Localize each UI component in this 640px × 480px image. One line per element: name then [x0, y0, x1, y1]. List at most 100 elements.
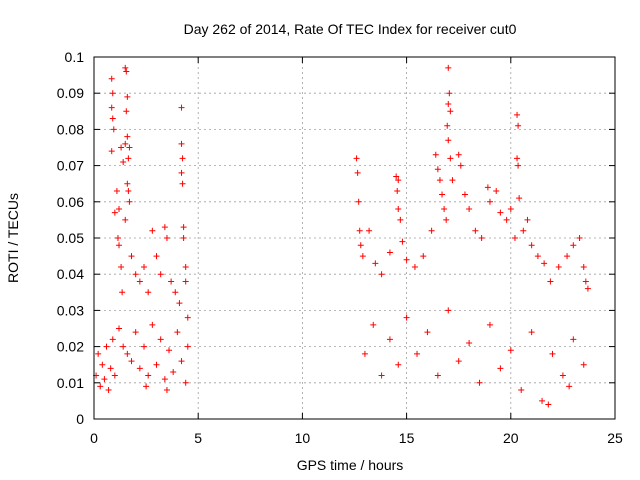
- y-tick-label: 0.08: [57, 121, 84, 137]
- data-point: [545, 401, 552, 408]
- data-point: [170, 368, 177, 375]
- data-point: [528, 242, 535, 249]
- data-point: [125, 187, 132, 194]
- y-tick-label: 0.09: [57, 85, 84, 101]
- data-point: [116, 325, 123, 332]
- data-point: [161, 224, 168, 231]
- data-point: [108, 104, 115, 111]
- y-tick-label: 0.06: [57, 194, 84, 210]
- data-point: [113, 187, 120, 194]
- data-point: [182, 263, 189, 270]
- data-point: [486, 198, 493, 205]
- data-point: [180, 235, 187, 241]
- y-tick-label: 0.01: [57, 375, 84, 391]
- data-point: [128, 358, 135, 365]
- data-point: [484, 184, 491, 191]
- y-tick-label: 0.1: [65, 49, 85, 65]
- data-point: [120, 343, 127, 350]
- data-point: [445, 137, 452, 144]
- data-point: [108, 75, 115, 82]
- data-point: [166, 347, 173, 354]
- data-point: [466, 206, 473, 213]
- data-point: [503, 216, 510, 223]
- data-point: [447, 155, 454, 162]
- data-point: [153, 361, 160, 368]
- data-point: [136, 365, 143, 372]
- data-point: [125, 155, 132, 162]
- y-axis-label: ROTI / TECUs: [5, 193, 21, 283]
- x-tick-label: 25: [607, 430, 623, 446]
- data-point: [157, 336, 164, 343]
- data-point: [507, 347, 514, 354]
- data-point: [511, 235, 518, 241]
- data-point: [122, 140, 129, 147]
- data-point: [397, 216, 404, 223]
- data-point: [576, 235, 583, 241]
- data-point: [174, 329, 181, 336]
- data-point: [393, 173, 400, 180]
- data-point: [99, 361, 106, 368]
- data-point: [580, 263, 587, 270]
- data-point: [399, 238, 406, 245]
- data-point: [353, 155, 360, 162]
- data-point: [178, 358, 185, 365]
- data-point: [414, 350, 421, 357]
- data-point: [111, 372, 118, 379]
- data-point: [570, 242, 577, 249]
- data-point: [378, 372, 385, 379]
- data-point: [118, 263, 125, 270]
- data-point: [493, 187, 500, 194]
- data-point: [149, 227, 156, 234]
- data-point: [114, 235, 121, 241]
- data-point: [515, 122, 522, 129]
- data-point: [445, 307, 452, 314]
- data-point: [584, 285, 591, 292]
- data-point: [439, 191, 446, 198]
- data-point: [180, 224, 187, 231]
- data-point: [179, 155, 186, 162]
- y-tick-label: 0.03: [57, 302, 84, 318]
- data-point: [432, 151, 439, 158]
- data-point: [163, 387, 170, 394]
- data-point: [178, 169, 185, 176]
- y-tick-label: 0.02: [57, 339, 84, 355]
- x-tick-label: 20: [503, 430, 519, 446]
- x-axis-label: GPS time / hours: [297, 457, 404, 473]
- data-point: [394, 187, 401, 194]
- data-point: [116, 242, 123, 249]
- data-point: [555, 263, 562, 270]
- data-point: [434, 166, 441, 173]
- data-point: [478, 235, 485, 241]
- data-point: [124, 350, 131, 357]
- data-point: [111, 209, 118, 216]
- data-point: [357, 242, 364, 249]
- data-point: [168, 278, 175, 285]
- data-point: [132, 271, 139, 278]
- data-point: [355, 198, 362, 205]
- data-point: [143, 383, 150, 390]
- x-tick-label: 15: [399, 430, 415, 446]
- chart-title: Day 262 of 2014, Rate Of TEC Index for r…: [184, 21, 517, 37]
- data-point: [514, 111, 521, 118]
- data-point: [182, 278, 189, 285]
- data-point: [524, 216, 531, 223]
- data-point: [153, 253, 160, 260]
- data-point: [145, 372, 152, 379]
- data-point: [141, 343, 148, 350]
- data-point: [149, 321, 156, 328]
- data-point: [386, 336, 393, 343]
- data-point: [476, 379, 483, 386]
- data-point: [434, 372, 441, 379]
- data-point: [564, 253, 571, 260]
- data-point: [103, 343, 110, 350]
- data-point: [386, 249, 393, 256]
- data-point: [123, 108, 130, 115]
- data-point: [446, 90, 453, 97]
- data-point: [359, 253, 366, 260]
- data-point: [128, 253, 135, 260]
- data-point: [515, 162, 522, 169]
- data-point: [580, 361, 587, 368]
- data-point: [132, 329, 139, 336]
